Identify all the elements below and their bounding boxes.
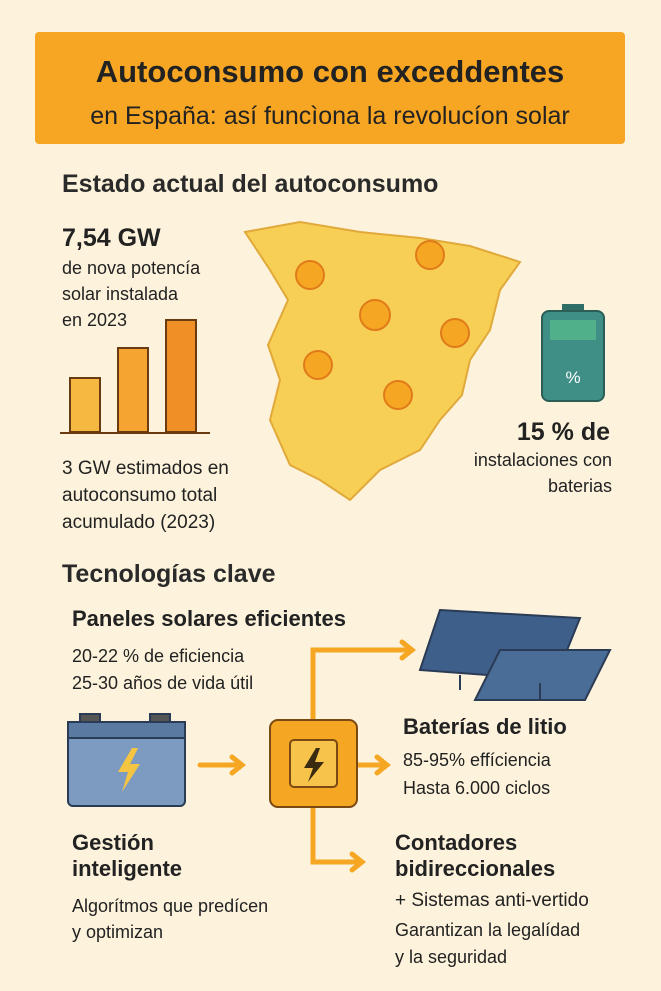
- tech-line: Algorítmos que predícen: [72, 896, 268, 916]
- tech-title: Gestión: [72, 830, 154, 855]
- total-line: 3 GW estimados en: [62, 458, 229, 479]
- tech-subtitle: + Sistemas anti-vertido: [395, 890, 589, 911]
- tech-line: y la seguridad: [395, 947, 507, 967]
- tech-title: Paneles solares eficientes: [72, 606, 346, 631]
- tech-title: bidireccionales: [395, 856, 555, 881]
- battery-icon: [541, 304, 605, 402]
- bar-icon: [60, 319, 210, 434]
- tech-line: 20-22 % de eficiencia: [72, 646, 245, 666]
- spain-map: [243, 220, 522, 502]
- tech-line: 85-95% effíciencia: [403, 750, 552, 770]
- capacity-line: de nova potencía: [62, 258, 201, 278]
- car-battery: [67, 713, 186, 807]
- controller-icon: [269, 719, 358, 808]
- battery-share-line: instalaciones con: [474, 450, 612, 470]
- tech-title: Contadores: [395, 830, 517, 855]
- capacity-value: 7,54 GW: [62, 224, 161, 252]
- tech-line: 25-30 años de vida útil: [72, 673, 253, 693]
- sun-icons: [295, 240, 470, 410]
- title-banner: [35, 32, 625, 144]
- battery-symbol: %: [565, 368, 580, 387]
- battery-share-value: 15 % de: [517, 418, 610, 446]
- tech-title: inteligente: [72, 856, 182, 881]
- tech-line: y optimizan: [72, 922, 163, 942]
- tech-title: Baterías de litio: [403, 714, 567, 739]
- title-line: Autoconsumo con exceddentes: [96, 54, 565, 89]
- tech-line: Garantizan la legalídad: [395, 920, 580, 940]
- capacity-line: solar instalada: [62, 284, 179, 304]
- tech-line: Hasta 6.000 ciclos: [403, 778, 550, 798]
- title-line: en España: así funcìona la revolucíon so…: [90, 102, 569, 130]
- flow-arrows: [197, 639, 417, 873]
- solar-panels: [418, 608, 612, 701]
- total-line: acumulado (2023): [62, 512, 215, 533]
- battery-share-line: baterias: [548, 476, 612, 496]
- section-heading: Tecnologías clave: [62, 560, 276, 588]
- capacity-line: en 2023: [62, 310, 127, 330]
- total-line: autoconsumo total: [62, 485, 217, 506]
- section-heading: Estado actual del autoconsumo: [62, 170, 438, 198]
